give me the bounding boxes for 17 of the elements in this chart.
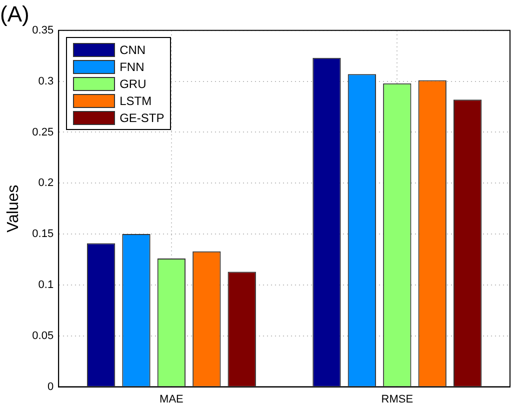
- legend-label: FNN: [120, 60, 144, 74]
- chart-title: (A): [0, 1, 30, 26]
- y-tick-label: 0.25: [32, 126, 54, 138]
- legend-label: GE-STP: [120, 110, 164, 125]
- y-tick-label: 0.05: [32, 330, 54, 342]
- x-tick-label: MAE: [160, 393, 184, 406]
- y-tick-label: 0.35: [32, 24, 54, 36]
- y-tick-label: 0.15: [32, 228, 54, 240]
- legend-label: GRU: [120, 76, 146, 91]
- legend-label: CNN: [120, 42, 146, 57]
- y-tick-label: 0: [47, 380, 54, 393]
- legend-label: LSTM: [120, 94, 152, 108]
- y-axis-title: Values: [5, 184, 22, 232]
- y-tick-label: 0.3: [38, 75, 54, 88]
- x-tick-label: RMSE: [381, 393, 414, 406]
- y-tick-label: 0.1: [38, 279, 54, 292]
- y-tick-label: 0.2: [38, 177, 54, 190]
